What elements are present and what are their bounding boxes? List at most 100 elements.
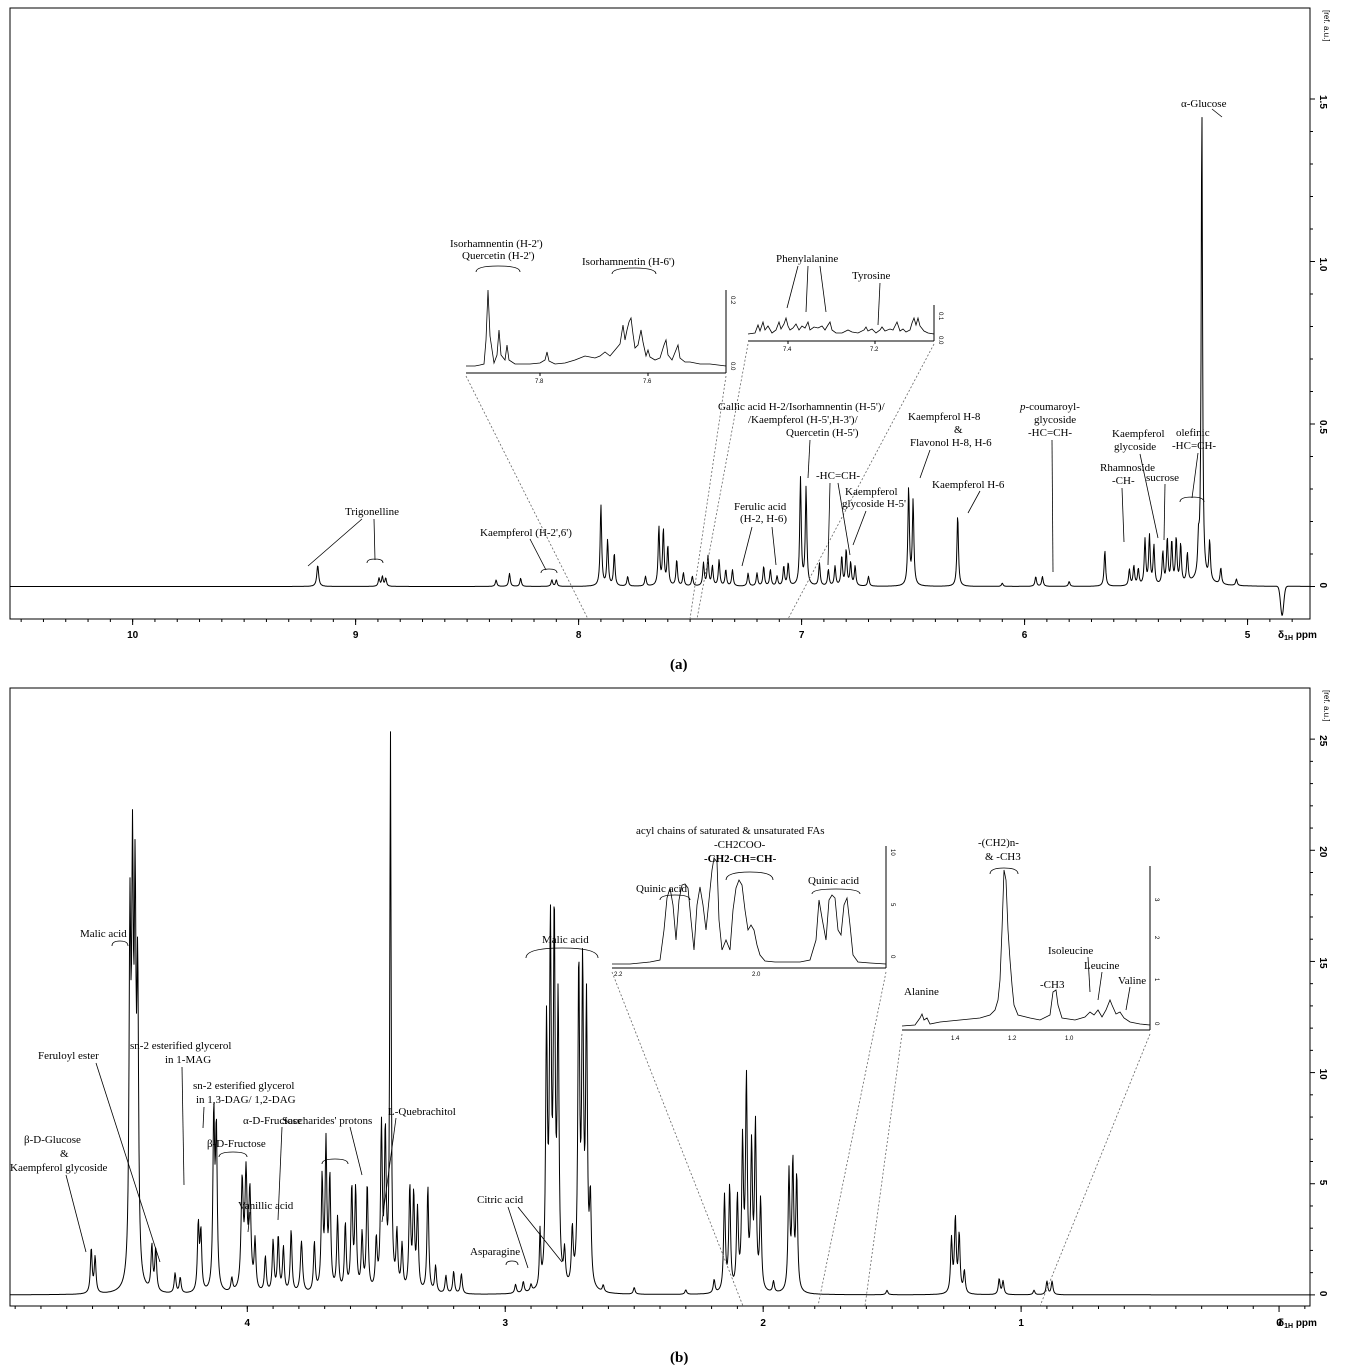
inset-a1-xtick: 7.6 [643, 379, 652, 385]
label-gallic-2: /Kaempferol (H-5',H-3')/ [748, 414, 859, 426]
x-tick-label: 7 [799, 630, 805, 641]
panel-label-a: (a) [670, 657, 688, 673]
y-tick-label: 15 [1317, 957, 1328, 969]
y-tick-label: 20 [1317, 846, 1328, 858]
inset-a1-xtick: 7.8 [535, 379, 544, 385]
label-quercetin-h2: Quercetin (H-2') [462, 250, 535, 262]
x-unit-b: δ1H ppm [1278, 1318, 1317, 1330]
y-tick-label: 1.0 [1317, 258, 1328, 272]
label-beta-fructose: β-D-Fructose [207, 1138, 266, 1150]
label-vanillic: Vanillic acid [238, 1200, 294, 1212]
label-kaempferol-glycoside-1: Kaempferol [1112, 428, 1165, 440]
inset-a2: 7.4 7.2 0.1 0.0 [747, 305, 943, 353]
label-kaempferol-glyc-1: Kaempferol [845, 486, 898, 498]
x-tick-label: 10 [127, 630, 139, 641]
label-kaempferol-2-6: Kaempferol (H-2',6') [480, 527, 572, 539]
label-leucine: Leucine [1084, 960, 1120, 972]
inset-b1-ytick: 0 [889, 955, 895, 959]
x-tick-label: 6 [1022, 630, 1028, 641]
y-tick-label: 1.5 [1317, 95, 1328, 109]
label-valine: Valine [1118, 975, 1146, 987]
label-kaempferol-h8-2: & [954, 424, 963, 436]
label-olefinic-1: olefinic [1176, 427, 1210, 439]
label-isorhamnentin-h6: Isorhamnentin (H-6') [582, 256, 675, 268]
panel-label-b: (b) [670, 1350, 688, 1366]
yunit-b: [ref. a.u.] [1322, 690, 1331, 722]
x-tick-label: 0 [1276, 1318, 1282, 1329]
label-ch2n-2: & -CH3 [985, 851, 1021, 863]
label-sn2-dag-1: sn-2 esterified glycerol [193, 1080, 294, 1092]
label-kaempferol-h8-3: Flavonol H-8, H-6 [910, 437, 992, 449]
spectrum-line-a [10, 117, 1310, 616]
y-tick-label: 0 [1317, 1291, 1328, 1297]
label-sucrose: sucrose [1146, 472, 1179, 484]
x-tick-label: 8 [576, 630, 582, 641]
inset-b1-xtick: 2.2 [614, 972, 623, 978]
inset-a1: 7.8 7.6 0.2 0.0 [466, 289, 735, 385]
inset-b1-ytick: 5 [889, 903, 895, 907]
label-rhamnoside-1: Rhamnoside [1100, 462, 1155, 474]
y-tick-label: 10 [1317, 1069, 1328, 1081]
inset-a1-ytick: 0.2 [729, 296, 735, 305]
label-ferulic-1: Ferulic acid [734, 501, 787, 513]
x-tick-label: 4 [245, 1318, 251, 1329]
label-kaempferol-glycoside-2: glycoside [1114, 441, 1156, 453]
label-p-coumaroyl-2: glycoside [1034, 414, 1076, 426]
zoom-guide [1039, 1033, 1151, 1307]
label-isoleucine: Isoleucine [1048, 945, 1093, 957]
inset-b2-xtick: 1.2 [1008, 1036, 1017, 1042]
label-beta-glucose-3: Kaempferol glycoside [10, 1162, 108, 1174]
label-ch2-ch-ch: -CH2-CH=CH- [704, 853, 777, 865]
y-axis-b: 0 5 10 15 20 25 [1310, 735, 1328, 1297]
inset-a2-xtick: 7.2 [870, 347, 879, 353]
plot-frame-a [9, 7, 1311, 620]
label-kaempferol-glyc-2: glycoside H-5' [842, 498, 906, 510]
yunit-a: [ref. a.u.] [1322, 10, 1331, 42]
label-ch2coo: -CH2COO- [714, 839, 766, 851]
inset-a2-ytick: 0.1 [937, 312, 943, 321]
x-axis-b: 4 3 2 1 0 [14, 1306, 1306, 1329]
zoom-guide [611, 971, 744, 1307]
x-tick-label: 5 [1245, 630, 1251, 641]
y-axis-a: 0 0.5 1.0 1.5 [1310, 95, 1328, 589]
x-tick-label: 3 [502, 1318, 508, 1329]
inset-b2-ytick: 0 [1153, 1022, 1159, 1026]
spectrum-line-b [10, 731, 1310, 1296]
y-tick-label: 0 [1317, 583, 1328, 589]
label-tyrosine: Tyrosine [852, 270, 890, 282]
zoom-guide [689, 375, 727, 620]
inset-b2-ytick: 3 [1153, 898, 1159, 902]
y-tick-label: 5 [1317, 1180, 1328, 1186]
inset-a1-spectrum [466, 289, 727, 367]
label-p-coumaroyl-3: -HC=CH- [1028, 427, 1072, 439]
label-ch2n-1: -(CH2)n- [978, 837, 1019, 849]
inset-b2-spectrum [901, 869, 1151, 1027]
label-isorhamnentin-h2: Isorhamnentin (H-2') [450, 238, 543, 250]
inset-b2: 1.4 1.2 1.0 3 2 1 0 [901, 866, 1159, 1042]
x-unit-a: δ1H ppm [1278, 630, 1317, 642]
inset-a1-ytick: 0.0 [729, 362, 735, 371]
inset-b2-ytick: 2 [1153, 936, 1159, 940]
x-tick-label: 9 [353, 630, 359, 641]
inset-a2-spectrum [747, 316, 935, 335]
inset-b2-xtick: 1.4 [951, 1036, 960, 1042]
label-sn2-dag-2: in 1,3-DAG/ 1,2-DAG [196, 1094, 296, 1106]
label-alpha-glucose: α-Glucose [1181, 98, 1227, 110]
label-saccharides: Saccharides' protons [282, 1115, 372, 1127]
inset-a2-xtick: 7.4 [783, 347, 792, 353]
label-asparagine: Asparagine [470, 1246, 520, 1258]
label-malic-2: Malic acid [542, 934, 589, 946]
label-acyl-chains: acyl chains of saturated & unsaturated F… [636, 825, 825, 837]
x-tick-label: 1 [1018, 1318, 1024, 1329]
label-kaempferol-h6: Kaempferol H-6 [932, 479, 1005, 491]
label-olefinic-2: -HC=CH- [1172, 440, 1216, 452]
label-p-coumaroyl-1: p-coumaroyl- [1019, 401, 1080, 413]
x-axis-a: 10 9 8 7 6 5 [20, 619, 1293, 641]
annotations-a: Trigonelline Kaempferol (H-2',6') Isorha… [307, 98, 1227, 574]
label-sn2-mag-2: in 1-MAG [165, 1054, 211, 1066]
label-citric: Citric acid [477, 1194, 524, 1206]
label-phenylalanine: Phenylalanine [776, 253, 838, 265]
label-rhamnoside-2: -CH- [1112, 475, 1135, 487]
y-tick-label: 0.5 [1317, 420, 1328, 434]
